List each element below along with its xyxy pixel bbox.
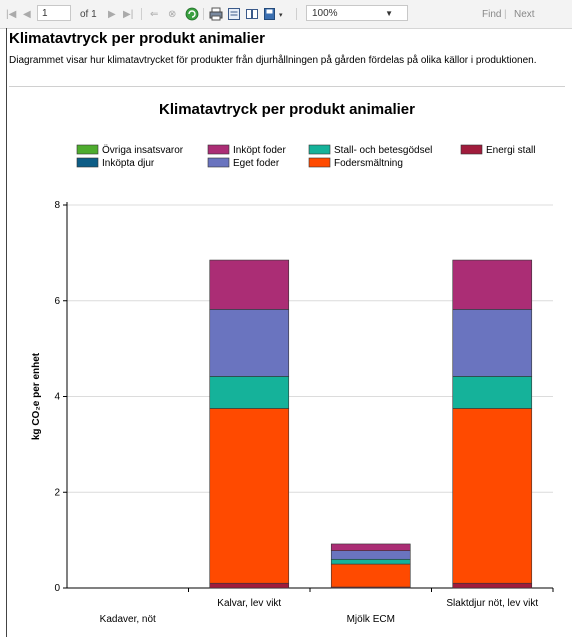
toolbar-separator [203, 8, 204, 20]
refresh-icon[interactable] [185, 7, 199, 21]
divider [9, 86, 565, 87]
export-dropdown-icon[interactable]: ▾ [279, 12, 283, 19]
stop-icon[interactable]: ⊗ [168, 9, 177, 20]
chevron-down-icon: ▼ [385, 9, 393, 18]
toolbar-separator [296, 8, 297, 20]
chart-title: Klimatavtryck per produkt animalier [159, 101, 415, 118]
first-page-icon[interactable]: |◀ [6, 9, 17, 20]
zoom-value: 100% [312, 8, 338, 19]
back-icon[interactable]: ⇐ [150, 9, 159, 20]
report-body: Klimatavtryck per produkt animalier Diag… [6, 28, 567, 637]
page-number-input[interactable]: 1 [37, 5, 71, 21]
find-link[interactable]: Find [482, 9, 502, 20]
report-viewer-toolbar: |◀ ◀ 1 of 1 ▶ ▶| ⇐ ⊗ ▾ 100% ▼ Find | Nex… [0, 0, 572, 29]
find-separator: | [504, 9, 507, 20]
report-description: Diagrammet visar hur klimatavtrycket för… [9, 55, 537, 66]
zoom-select[interactable]: 100% ▼ [306, 5, 408, 21]
last-page-icon[interactable]: ▶| [123, 9, 134, 20]
export-icon[interactable] [263, 7, 277, 21]
previous-page-icon[interactable]: ◀ [23, 9, 31, 20]
next-page-icon[interactable]: ▶ [108, 9, 116, 20]
toolbar-separator [141, 8, 142, 20]
next-link[interactable]: Next [514, 9, 535, 20]
print-icon[interactable] [209, 7, 223, 21]
print-layout-icon[interactable] [227, 7, 241, 21]
page-count-label: of 1 [80, 9, 97, 20]
report-title: Klimatavtryck per produkt animalier [9, 30, 265, 47]
page-setup-icon[interactable] [245, 7, 259, 21]
